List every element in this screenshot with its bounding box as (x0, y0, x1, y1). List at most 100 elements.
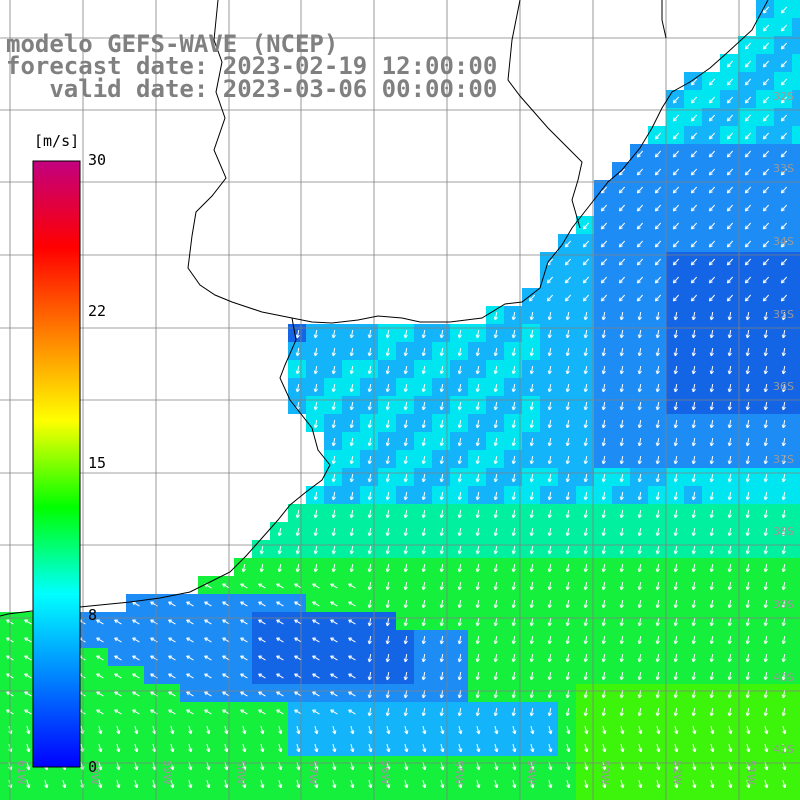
field-cell (630, 720, 648, 738)
wind-arrow (457, 581, 462, 591)
wind-arrow (782, 726, 787, 735)
field-cell (198, 738, 216, 756)
wind-arrow (114, 709, 122, 715)
field-cell (252, 720, 270, 738)
wind-arrow (565, 437, 570, 447)
wind-arrow (132, 673, 140, 679)
wind-arrow (349, 473, 354, 483)
wind-arrow (331, 419, 336, 429)
field-cell (360, 468, 378, 486)
field-cell (702, 108, 720, 126)
field-cell (324, 756, 342, 774)
field-cell (342, 414, 360, 432)
wind-arrow (422, 726, 427, 735)
field-cell (522, 450, 540, 468)
wind-arrow (691, 599, 696, 609)
wind-arrow (204, 619, 212, 625)
field-cell (468, 702, 486, 720)
field-cell (774, 738, 792, 756)
wind-arrow (403, 383, 408, 393)
wind-arrow (745, 563, 750, 573)
wind-arrow (206, 762, 211, 771)
wind-arrow (403, 509, 408, 519)
wind-arrow (188, 780, 193, 789)
field-cell (666, 756, 684, 774)
wind-arrow (421, 635, 426, 645)
wind-arrow (439, 509, 444, 519)
field-cell (576, 756, 594, 774)
field-cell (576, 774, 594, 792)
field-cell (342, 756, 360, 774)
field-cell (414, 486, 432, 504)
wind-arrow (565, 617, 570, 627)
field-cell (522, 378, 540, 396)
field-cell (360, 324, 378, 342)
wind-arrow (655, 365, 660, 375)
field-cell (216, 792, 234, 800)
field-cell (684, 756, 702, 774)
wind-arrow (708, 78, 716, 86)
field-cell (630, 396, 648, 414)
wind-arrow (583, 365, 588, 375)
wind-arrow (276, 691, 284, 697)
wind-arrow (331, 365, 336, 375)
field-cell (504, 774, 522, 792)
field-cell (648, 540, 666, 558)
field-cell (558, 720, 576, 738)
wind-arrow (780, 186, 788, 194)
wind-arrow (529, 527, 534, 537)
field-cell (666, 738, 684, 756)
field-cell (324, 414, 342, 432)
wind-arrow (690, 150, 698, 158)
field-cell (684, 432, 702, 450)
field-cell (522, 666, 540, 684)
wind-arrow (475, 437, 480, 447)
wind-arrow (296, 726, 301, 735)
wind-arrow (727, 311, 732, 321)
wind-arrow (404, 780, 409, 789)
wind-arrow (475, 419, 480, 429)
wind-arrow (529, 401, 534, 411)
field-cell (648, 450, 666, 468)
wind-arrow (493, 617, 498, 627)
wind-arrow (529, 347, 534, 357)
wind-arrow (421, 563, 426, 573)
wind-arrow (602, 744, 607, 753)
wind-arrow (529, 473, 534, 483)
wind-arrow (98, 744, 103, 753)
field-cell (702, 666, 720, 684)
field-cell (666, 198, 684, 216)
field-cell (396, 612, 414, 630)
field-cell (576, 720, 594, 738)
field-cell (738, 288, 756, 306)
wind-arrow (762, 186, 770, 194)
field-cell (612, 360, 630, 378)
wind-arrow (564, 276, 572, 284)
wind-arrow (494, 780, 499, 789)
field-cell (702, 234, 720, 252)
field-cell (684, 792, 702, 800)
wind-arrow (349, 419, 354, 429)
wind-arrow (348, 655, 356, 661)
wind-arrow (493, 545, 498, 555)
wind-arrow (547, 509, 552, 519)
wind-arrow (222, 673, 230, 679)
field-cell (486, 540, 504, 558)
field-cell (414, 522, 432, 540)
field-cell (396, 396, 414, 414)
wind-arrow (564, 294, 572, 302)
wind-arrow (512, 726, 517, 735)
field-cell (540, 342, 558, 360)
field-cell (720, 756, 738, 774)
field-cell (540, 468, 558, 486)
wind-arrow (511, 365, 516, 375)
wind-arrow (240, 583, 248, 589)
field-cell (180, 756, 198, 774)
wind-arrow (278, 726, 283, 735)
field-cell (558, 666, 576, 684)
field-cell (450, 342, 468, 360)
wind-arrow (493, 347, 498, 357)
field-cell (522, 432, 540, 450)
wind-arrow (781, 419, 786, 429)
lat-label: 34S (773, 235, 794, 248)
